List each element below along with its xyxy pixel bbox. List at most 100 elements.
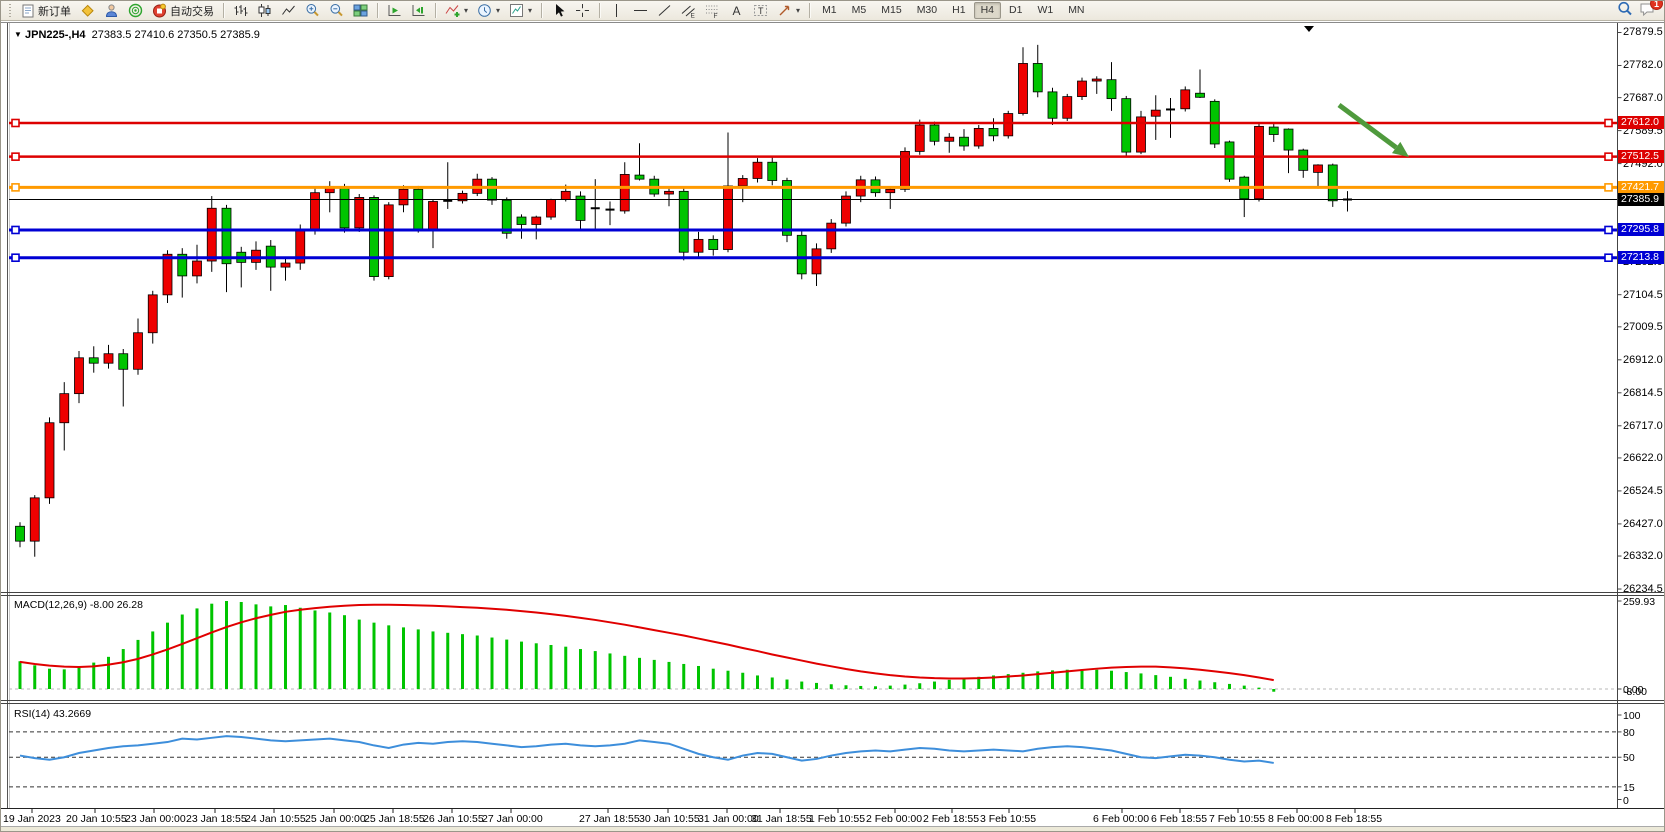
bull-candle [560,190,571,200]
symbol-collapse-icon[interactable]: ▼ [14,30,22,39]
macd-histogram-bar [328,612,332,689]
bear-candle [575,195,586,221]
macd-histogram-bar [903,684,907,689]
market-button[interactable] [124,2,147,20]
text-tool-button[interactable]: A [725,2,748,20]
macd-current-value-label: -8.00 [1623,686,1647,698]
timeframe-button-h1[interactable]: H1 [952,4,966,16]
bull-candle [1062,96,1073,119]
strategy-tester-button[interactable] [100,2,123,20]
bull-candle [1077,80,1087,98]
bull-candle [147,294,158,334]
timeframe-button-m1[interactable]: M1 [822,4,837,16]
time-tick-label: 27 Jan 18:55 [579,813,640,825]
trend-arrow-head [1391,141,1409,157]
svg-text:T: T [758,6,764,16]
rsi-scale-label: 100 [1623,710,1641,722]
hline-price-badge: 27421.7 [1618,180,1664,194]
macd-histogram-bar [402,627,405,689]
zoom-out-button[interactable] [325,2,348,20]
bull-candle [841,195,851,224]
bear-candle [1121,98,1132,153]
cursor-icon [551,3,566,18]
new-order-button[interactable]: 新订单 [17,2,75,20]
chat-icon [1639,3,1656,20]
macd-histogram-bar [1242,685,1246,689]
timeframe-button-m15[interactable]: M15 [881,4,902,16]
periods-button[interactable]: ▾ [473,2,504,20]
auto-scroll-button[interactable] [383,2,406,20]
price-tick-label: 26622.0 [1623,451,1663,464]
time-tick-label: 2 Feb 18:55 [923,813,980,825]
timeframe-button-w1[interactable]: W1 [1037,4,1054,16]
macd-histogram-bar [151,631,155,689]
macd-histogram-bar [1272,689,1276,692]
toolbar-separator [809,3,811,18]
timeframe-button-mn[interactable]: MN [1068,4,1085,16]
zoom-in-button[interactable] [301,2,324,20]
macd-histogram-bar [357,619,361,689]
timeframe-button-m5[interactable]: M5 [851,4,867,16]
search-icon[interactable] [1617,1,1633,20]
autotrading-button[interactable]: 自动交易 [148,2,218,20]
indicators-button[interactable]: ▾ [441,2,472,20]
bull-candle [826,222,837,250]
bull-candle [914,124,925,152]
bar-chart-button[interactable] [229,2,252,20]
chart-window: ▼ JPN225-,H4 27383.5 27410.6 27350.5 273… [1,22,1665,832]
time-tick-label: 31 Jan 18:55 [751,813,812,825]
hline-price-badge: 27295.8 [1618,223,1664,237]
macd-histogram-bar [534,643,538,689]
vertical-line-tool-button[interactable] [605,2,628,20]
macd-histogram-bar [254,604,258,689]
bull-candle [192,260,202,277]
candlestick-chart-button[interactable] [253,2,276,20]
macd-histogram-bar [918,683,922,689]
macd-histogram-bar [1139,673,1143,689]
macd-histogram-bar [992,675,995,689]
price-tick-label: 26234.5 [1623,583,1663,596]
timeframe-button-h4[interactable]: H4 [973,2,1001,19]
hline-price-badge: 27512.5 [1618,150,1664,164]
toolbar-separator [223,3,224,18]
horizontal-line-tool-button[interactable] [629,2,652,20]
dropdown-caret: ▾ [796,6,801,15]
crosshair-button[interactable] [571,2,594,20]
bull-candle [1180,89,1191,110]
arrows-tool-button[interactable]: ▾ [773,2,804,20]
bear-candle [929,124,940,142]
chart-shift-button[interactable] [407,2,430,20]
fibonacci-tool-button[interactable]: F [701,2,724,20]
price-tick-label: 26524.5 [1623,484,1663,497]
crosshair-icon [575,3,590,18]
bull-candle [59,393,70,424]
timeframe-button-m30[interactable]: M30 [916,4,938,16]
macd-histogram-bar [1006,674,1010,689]
bear-candle [1283,128,1294,151]
bull-candle [310,192,320,231]
bull-candle [737,178,748,187]
bull-candle [162,253,173,296]
timeframe-button-d1[interactable]: D1 [1009,4,1023,16]
tile-windows-button[interactable] [349,2,372,20]
bull-candle [1091,78,1102,82]
bear-candle [1298,149,1309,171]
channel-tool-button[interactable]: E [677,2,700,20]
text-label-tool-button[interactable]: T [749,2,772,20]
trendline-tool-button[interactable] [653,2,676,20]
notification-badge: 1 [1650,1,1663,10]
macd-histogram-bar [1228,683,1231,689]
cursor-button[interactable] [547,2,570,20]
notifications-button[interactable]: 1 [1639,1,1663,20]
chart-plot[interactable] [1,22,1665,832]
macd-histogram-bar [1154,675,1158,689]
metaeditor-button[interactable] [76,2,99,20]
macd-histogram-bar [239,601,243,689]
line-chart-button[interactable] [277,2,300,20]
bull-candle [1136,116,1146,153]
bull-candle [1313,164,1323,173]
templates-button[interactable]: ▾ [505,2,536,20]
fibonacci-icon: F [705,3,720,18]
macd-histogram-bar [107,656,110,689]
macd-histogram-bar [1065,669,1069,689]
